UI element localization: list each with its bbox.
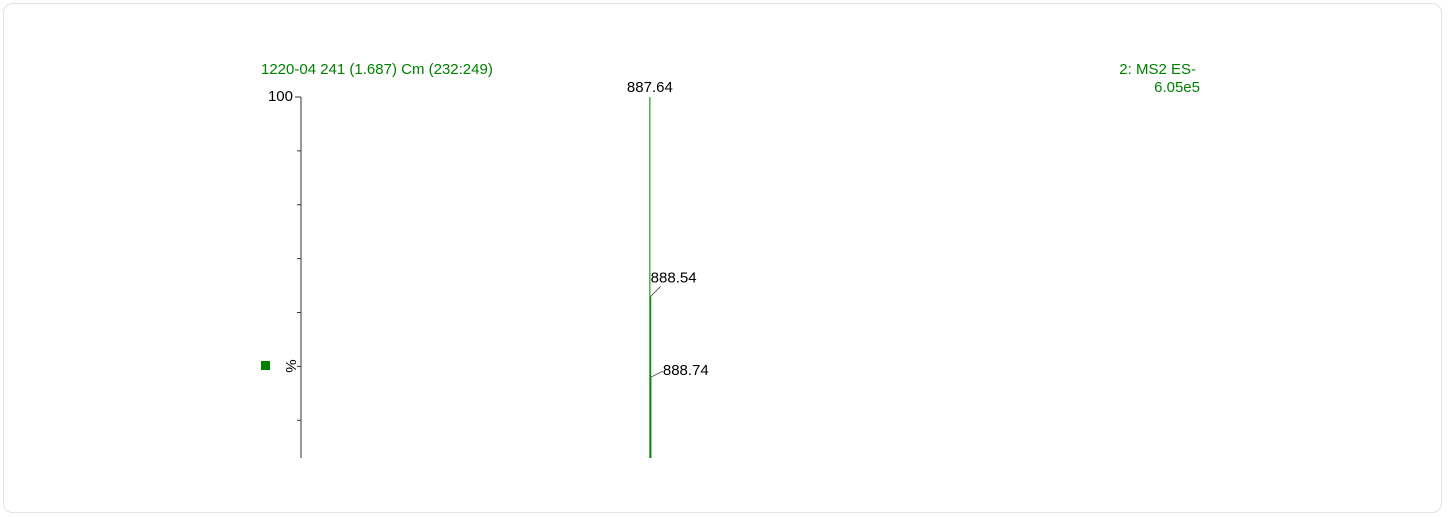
- leader-line: [650, 370, 664, 378]
- intensity-label: 6.05e5: [1154, 79, 1200, 96]
- leader-line: [650, 286, 661, 297]
- peak-label: 888.54: [651, 269, 697, 286]
- panel-frame: [3, 3, 1442, 513]
- y-tick-label: 100: [268, 88, 293, 105]
- chart-title: 1220-04 241 (1.687) Cm (232:249): [261, 61, 493, 78]
- peak-label: 888.74: [663, 362, 709, 379]
- y-axis-label: %: [282, 359, 299, 372]
- function-label: 2: MS2 ES-: [1119, 61, 1196, 78]
- legend-marker: [261, 361, 270, 370]
- peak-label: 887.64: [627, 79, 673, 96]
